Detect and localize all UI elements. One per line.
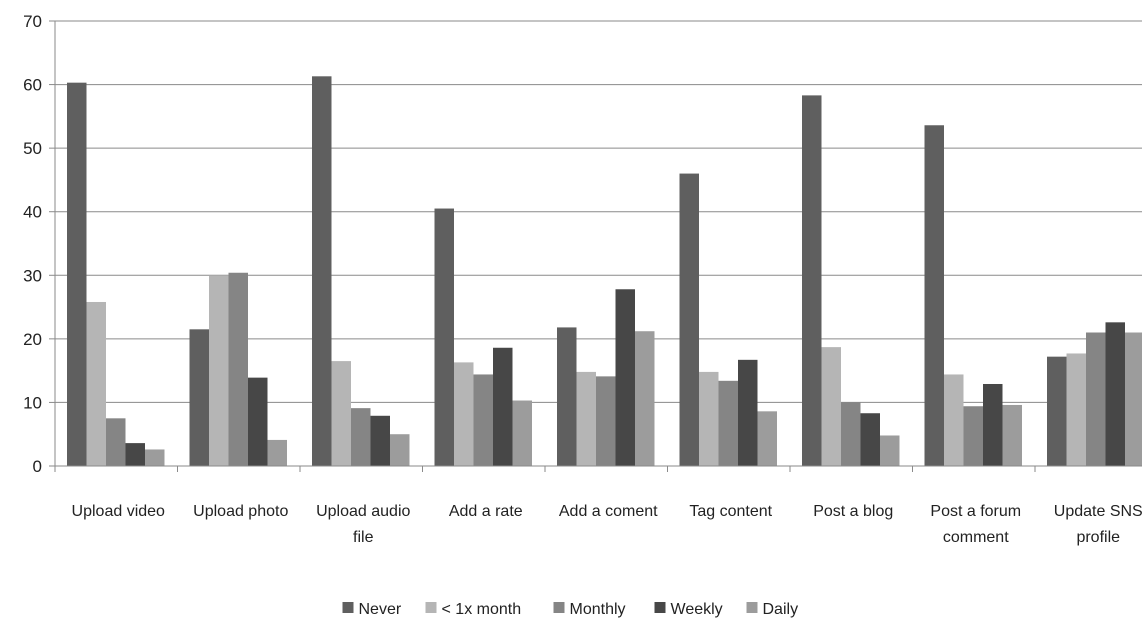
bar-monthly-3 bbox=[473, 374, 493, 466]
bar-daily-3 bbox=[512, 400, 532, 466]
x-category-label: Add a coment bbox=[559, 503, 658, 520]
legend-label-daily: Daily bbox=[763, 601, 799, 618]
bar-daily-2 bbox=[390, 434, 410, 466]
bar-never-0 bbox=[67, 82, 87, 467]
legend-label-1x-month: < 1x month bbox=[442, 601, 522, 618]
x-category-label: Update SNS profile bbox=[1054, 503, 1142, 546]
x-category-label: Upload video bbox=[72, 503, 166, 520]
legend-swatch-1x-month bbox=[425, 602, 437, 613]
bar-never-1 bbox=[189, 329, 209, 466]
legend-swatch-never bbox=[342, 602, 354, 613]
bar-weekly-4 bbox=[615, 289, 635, 466]
bar-monthly-1 bbox=[228, 272, 248, 466]
bar-1x-month-5 bbox=[699, 371, 719, 466]
bar-monthly-2 bbox=[351, 408, 371, 466]
bars bbox=[67, 76, 1142, 467]
bar-never-5 bbox=[679, 173, 699, 467]
bar-monthly-6 bbox=[841, 402, 861, 466]
y-axis-tick-labels: 0 10 20 30 40 50 60 70 bbox=[23, 12, 42, 476]
legend-swatch-monthly bbox=[553, 602, 565, 613]
bar-never-8 bbox=[1047, 356, 1067, 466]
bar-weekly-2 bbox=[370, 415, 390, 466]
bar-weekly-7 bbox=[983, 383, 1003, 466]
bar-monthly-4 bbox=[596, 376, 616, 466]
bar-daily-1 bbox=[267, 439, 287, 466]
bar-monthly-8 bbox=[1086, 332, 1106, 466]
x-category-label: Upload audio file bbox=[316, 503, 410, 546]
x-category-label: Tag content bbox=[689, 503, 772, 520]
bar-weekly-6 bbox=[860, 413, 880, 466]
bar-1x-month-0 bbox=[86, 301, 106, 466]
x-category-label: Post a blog bbox=[813, 503, 893, 520]
bar-monthly-5 bbox=[718, 380, 738, 466]
bar-monthly-7 bbox=[963, 406, 983, 466]
bar-daily-6 bbox=[880, 435, 900, 466]
y-tick-label: 60 bbox=[23, 76, 42, 95]
bar-daily-5 bbox=[757, 411, 777, 466]
bar-1x-month-6 bbox=[821, 347, 841, 466]
bar-monthly-0 bbox=[106, 418, 126, 466]
bar-never-7 bbox=[924, 125, 944, 466]
y-tick-label: 20 bbox=[23, 330, 42, 349]
x-category-label: Upload photo bbox=[193, 503, 288, 520]
bar-1x-month-8 bbox=[1066, 353, 1086, 466]
bar-never-2 bbox=[312, 76, 332, 467]
legend-label-weekly: Weekly bbox=[671, 601, 723, 618]
bar-weekly-5 bbox=[738, 359, 758, 466]
bar-daily-0 bbox=[145, 449, 165, 466]
x-category-label: Post a forum comment bbox=[930, 503, 1021, 546]
bar-weekly-3 bbox=[493, 347, 513, 466]
y-tick-label: 10 bbox=[23, 393, 42, 412]
bar-daily-4 bbox=[635, 331, 655, 466]
y-tick-label: 30 bbox=[23, 266, 42, 285]
bar-1x-month-1 bbox=[209, 275, 229, 466]
bar-1x-month-7 bbox=[944, 374, 964, 466]
legend-swatch-weekly bbox=[654, 602, 666, 613]
y-tick-label: 40 bbox=[23, 203, 42, 222]
bar-1x-month-2 bbox=[331, 361, 351, 466]
bar-weekly-8 bbox=[1105, 322, 1125, 466]
bar-1x-month-4 bbox=[576, 371, 596, 466]
x-axis-category-labels: Upload video Upload photo Upload audio file… bbox=[72, 503, 1142, 546]
bar-daily-8 bbox=[1125, 332, 1142, 466]
bar-never-6 bbox=[802, 95, 822, 466]
bar-never-4 bbox=[557, 327, 577, 466]
bar-daily-7 bbox=[1002, 404, 1022, 466]
y-tick-label: 50 bbox=[23, 139, 42, 158]
y-tick-label: 0 bbox=[33, 457, 42, 476]
x-category-label: Add a rate bbox=[449, 503, 523, 520]
bar-1x-month-3 bbox=[454, 362, 474, 466]
bar-never-3 bbox=[434, 208, 454, 467]
y-tick-label: 70 bbox=[23, 12, 42, 31]
legend-swatch-daily bbox=[746, 602, 758, 613]
bar-weekly-0 bbox=[125, 443, 145, 466]
legend: Never < 1x month Monthly Weekly Daily bbox=[342, 601, 799, 618]
bar-weekly-1 bbox=[248, 377, 268, 466]
legend-label-monthly: Monthly bbox=[570, 601, 626, 618]
axes bbox=[49, 20, 1142, 472]
legend-label-never: Never bbox=[359, 601, 402, 618]
